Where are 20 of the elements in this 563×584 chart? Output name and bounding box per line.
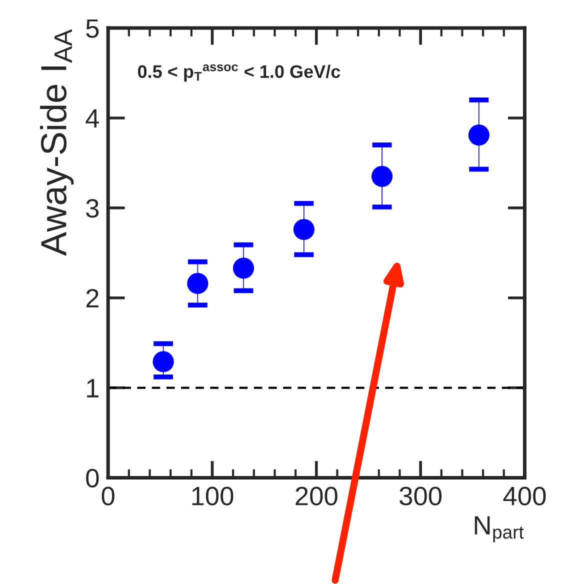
annotation: 0.5 < p$_{T}$$^{assoc}$ < 1.0 GeV/c: [138, 64, 340, 82]
x-tick-label: 400: [503, 486, 546, 506]
point: [187, 272, 208, 294]
y-tick-label: 5: [86, 19, 99, 38]
y-tick-label: 4: [86, 109, 99, 128]
y-tick-label: 2: [86, 288, 98, 308]
point: [152, 351, 174, 372]
point: [293, 218, 314, 240]
y-axis-title: Away-Side I$_{AA}$: [40, 29, 74, 256]
point: [468, 124, 490, 146]
y-tick-label: 0: [86, 468, 99, 488]
point: [371, 166, 393, 187]
y-tick-label: 3: [86, 199, 99, 218]
x-tick-label: 0: [102, 486, 114, 506]
x-tick-label: 200: [296, 486, 338, 506]
x-tick-label: 300: [400, 486, 442, 506]
x-axis-title: N$_{part}$: [474, 516, 524, 542]
point: [232, 258, 254, 279]
x-tick-label: 100: [192, 486, 234, 506]
y-tick-label: 1: [87, 379, 98, 398]
